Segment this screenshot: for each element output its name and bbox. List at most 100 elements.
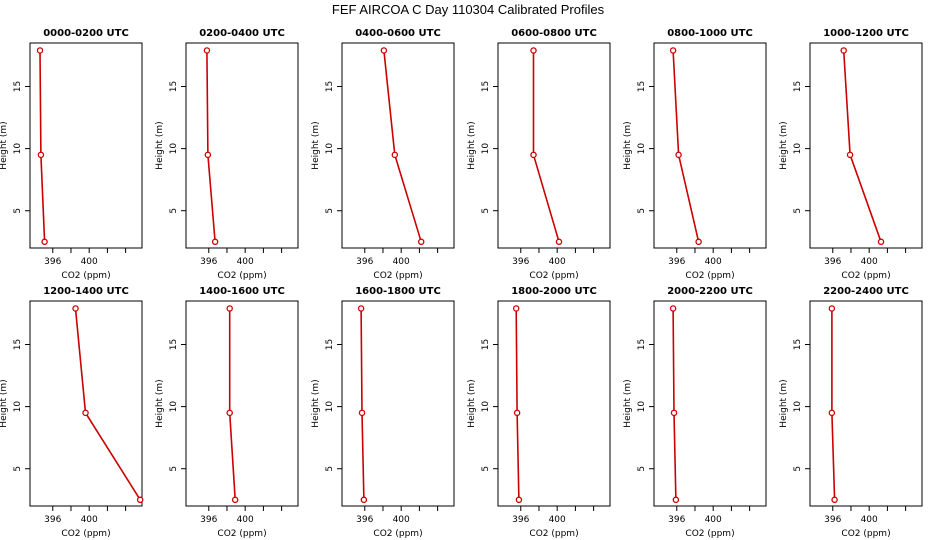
panel-12-profile-line xyxy=(831,308,836,500)
panel-1-ytick-label: 5 xyxy=(13,208,23,214)
panel-8-ytick-label: 15 xyxy=(169,339,179,350)
panel-7-xtick-label: 396 xyxy=(44,515,61,525)
panel-5-ytick-label: 5 xyxy=(637,208,647,214)
panel-7-ytick-label: 5 xyxy=(13,466,23,472)
panel-12-ytick-label: 10 xyxy=(793,401,803,413)
panel-10-point xyxy=(512,305,520,312)
panel-5-title: 0800-1000 UTC xyxy=(667,28,753,39)
panel-8-profile-line xyxy=(228,308,236,500)
panel-4-xtick-label: 400 xyxy=(549,257,566,267)
panel-1-xlabel: CO2 (ppm) xyxy=(61,271,110,281)
figure-title: FEF AIRCOA C Day 110304 Calibrated Profi… xyxy=(331,2,605,17)
panel-2-xlabel: CO2 (ppm) xyxy=(217,271,266,281)
panel-10-ytick-label: 10 xyxy=(481,401,491,413)
panel-2-ytick-label: 15 xyxy=(169,81,179,92)
panel-8-xtick-label: 396 xyxy=(200,515,217,525)
panel-4-xtick-label: 396 xyxy=(512,257,529,267)
panel-1-xtick-label: 400 xyxy=(81,257,98,267)
panel-7-profile-line xyxy=(74,308,141,501)
panel-8-title: 1400-1600 UTC xyxy=(199,286,285,297)
panel-2-profile-line xyxy=(206,50,216,242)
panel-10-profile-line xyxy=(515,308,520,500)
panel-2-xtick-label: 396 xyxy=(200,257,217,267)
panel-3-title: 0400-0600 UTC xyxy=(355,28,441,39)
panel-4-point xyxy=(530,151,537,159)
panel-9-xtick-label: 400 xyxy=(393,515,410,525)
panel-10-ylabel: Height (m) xyxy=(467,379,477,427)
panel-6-ytick-label: 5 xyxy=(793,208,803,214)
panel-7-title: 1200-1400 UTC xyxy=(43,286,129,297)
panel-11-xtick-label: 400 xyxy=(705,515,722,525)
panel-8-frame xyxy=(185,300,299,507)
panel-11-ytick-label: 5 xyxy=(637,466,647,472)
panel-10-title: 1800-2000 UTC xyxy=(511,286,597,297)
panel-11-frame xyxy=(653,300,767,507)
panel-5-xtick-label: 400 xyxy=(705,257,722,267)
panel-4-ytick-label: 10 xyxy=(481,143,491,155)
panel-4-ytick-label: 15 xyxy=(481,81,491,92)
panel-6-xtick-label: 400 xyxy=(861,257,878,267)
panel-8-ytick-label: 10 xyxy=(169,401,179,413)
panel-6-profile-line xyxy=(842,50,882,243)
panel-6-ytick-label: 10 xyxy=(793,143,803,155)
panel-7-point xyxy=(136,496,144,504)
panel-1-profile-line xyxy=(39,50,46,242)
panel-2-point xyxy=(203,47,211,54)
panel-10-point xyxy=(515,496,523,504)
panel-3-xtick-label: 396 xyxy=(356,257,373,267)
panel-10-frame xyxy=(497,300,611,507)
panel-8-point xyxy=(231,496,239,504)
panel-9-ytick-label: 5 xyxy=(325,466,335,472)
panel-2-xtick-label: 400 xyxy=(237,257,254,267)
panel-6-xlabel: CO2 (ppm) xyxy=(841,271,890,281)
panel-7-ytick-label: 10 xyxy=(13,401,23,413)
panel-11-title: 2000-2200 UTC xyxy=(667,286,753,297)
panel-5-point xyxy=(675,151,682,159)
panel-6-point xyxy=(877,238,885,246)
panel-4-title: 0600-0800 UTC xyxy=(511,28,597,39)
panel-3-point xyxy=(380,47,388,54)
panel-6-title: 1000-1200 UTC xyxy=(823,28,909,39)
panel-12-frame xyxy=(809,300,923,507)
panel-2-frame xyxy=(185,42,299,249)
panel-2-point xyxy=(204,151,212,159)
panel-9-xlabel: CO2 (ppm) xyxy=(373,529,422,539)
panel-10-ytick-label: 15 xyxy=(481,339,491,350)
panel-11-ytick-label: 15 xyxy=(637,339,647,350)
panel-6-frame xyxy=(809,42,923,249)
panel-7-ylabel: Height (m) xyxy=(0,379,9,427)
panel-4-xlabel: CO2 (ppm) xyxy=(529,271,578,281)
panel-7-xtick-label: 400 xyxy=(81,515,98,525)
panel-6-ytick-label: 15 xyxy=(793,81,803,92)
panel-10-xlabel: CO2 (ppm) xyxy=(529,529,578,539)
panel-11-xtick-label: 396 xyxy=(668,515,685,525)
panel-3-point xyxy=(391,151,399,159)
panel-4-frame xyxy=(497,42,611,249)
panel-1-point xyxy=(36,47,44,54)
panel-3-profile-line xyxy=(383,50,422,243)
panel-5-point xyxy=(669,47,677,54)
panel-7-frame xyxy=(29,300,143,507)
panel-5-xlabel: CO2 (ppm) xyxy=(685,271,734,281)
panel-9-ylabel: Height (m) xyxy=(311,379,321,427)
panel-7-point xyxy=(72,305,79,312)
panel-10-xtick-label: 400 xyxy=(549,515,566,525)
panel-2-ytick-label: 5 xyxy=(169,208,179,214)
panel-4-ylabel: Height (m) xyxy=(467,121,477,169)
panel-6-point xyxy=(840,47,847,54)
panel-2-ylabel: Height (m) xyxy=(155,121,165,169)
panel-11-point xyxy=(670,409,678,417)
panel-9-ytick-label: 15 xyxy=(325,339,335,350)
panel-1-ylabel: Height (m) xyxy=(0,121,9,169)
panel-9-profile-line xyxy=(360,308,365,500)
panel-10-xtick-label: 396 xyxy=(512,515,529,525)
panel-8-xlabel: CO2 (ppm) xyxy=(217,529,266,539)
panel-9-point xyxy=(358,409,366,417)
panel-1-point xyxy=(41,238,48,246)
panel-5-ytick-label: 10 xyxy=(637,143,647,155)
panel-9-point xyxy=(360,496,368,504)
panel-6-point xyxy=(846,151,854,159)
panel-5-profile-line xyxy=(672,50,700,242)
panel-1-frame xyxy=(29,42,143,249)
